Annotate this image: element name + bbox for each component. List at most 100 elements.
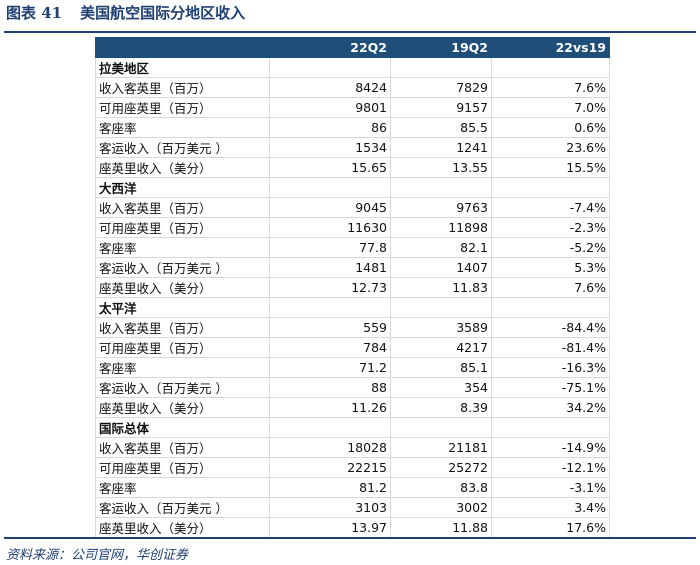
header-cell: 22vs19	[491, 37, 610, 58]
figure-title: 图表 41 美国航空国际分地区收入	[6, 2, 245, 23]
table-row: 客座率 86 85.5 0.6%	[95, 117, 610, 138]
metric-label: 可用座英里（百万）	[95, 337, 270, 358]
metric-label: 客座率	[95, 357, 270, 378]
value-cell: 9045	[269, 197, 391, 218]
section-row: 国际总体	[95, 417, 610, 438]
value-cell: 11.26	[269, 397, 391, 418]
metric-label: 客座率	[95, 117, 270, 138]
header-cell: 22Q2	[269, 37, 391, 58]
value-cell: 9801	[269, 97, 391, 118]
table-row: 座英里收入（美分） 12.73 11.83 7.6%	[95, 277, 610, 298]
value-cell: 8424	[269, 77, 391, 98]
value-cell: -75.1%	[491, 377, 610, 398]
metric-label: 客运收入（百万美元 ）	[95, 137, 270, 158]
empty-cell	[491, 417, 610, 438]
empty-cell	[491, 57, 610, 78]
value-cell: 85.1	[390, 357, 492, 378]
empty-cell	[269, 177, 391, 198]
value-cell: 7.6%	[491, 77, 610, 98]
value-cell: 34.2%	[491, 397, 610, 418]
value-cell: 11.83	[390, 277, 492, 298]
title-divider	[4, 31, 696, 33]
value-cell: 15.5%	[491, 157, 610, 178]
value-cell: 85.5	[390, 117, 492, 138]
empty-cell	[491, 297, 610, 318]
table-row: 客座率 81.2 83.8 -3.1%	[95, 477, 610, 498]
table-row: 座英里收入（美分） 13.97 11.88 17.6%	[95, 517, 610, 538]
value-cell: 15.65	[269, 157, 391, 178]
value-cell: 22215	[269, 457, 391, 478]
value-cell: 3.4%	[491, 497, 610, 518]
metric-label: 可用座英里（百万）	[95, 97, 270, 118]
value-cell: 8.39	[390, 397, 492, 418]
section-name: 拉美地区	[95, 57, 270, 78]
section-name: 太平洋	[95, 297, 270, 318]
value-cell: 7.0%	[491, 97, 610, 118]
metric-label: 座英里收入（美分）	[95, 277, 270, 298]
value-cell: 88	[269, 377, 391, 398]
value-cell: 9763	[390, 197, 492, 218]
value-cell: 559	[269, 317, 391, 338]
value-cell: 3002	[390, 497, 492, 518]
metric-label: 收入客英里（百万）	[95, 317, 270, 338]
value-cell: 25272	[390, 457, 492, 478]
value-cell: 21181	[390, 437, 492, 458]
value-cell: 11898	[390, 217, 492, 238]
metric-label: 可用座英里（百万）	[95, 217, 270, 238]
value-cell: 0.6%	[491, 117, 610, 138]
value-cell: 86	[269, 117, 391, 138]
value-cell: 7.6%	[491, 277, 610, 298]
value-cell: 18028	[269, 437, 391, 458]
value-cell: 83.8	[390, 477, 492, 498]
source-divider	[4, 537, 696, 539]
section-name: 大西洋	[95, 177, 270, 198]
table-row: 客运收入（百万美元 ） 3103 3002 3.4%	[95, 497, 610, 518]
value-cell: 784	[269, 337, 391, 358]
table-row: 客运收入（百万美元 ） 1534 1241 23.6%	[95, 137, 610, 158]
value-cell: 1241	[390, 137, 492, 158]
metric-label: 座英里收入（美分）	[95, 157, 270, 178]
source-note: 资料来源：公司官网，华创证券	[6, 548, 189, 563]
metric-label: 客运收入（百万美元 ）	[95, 497, 270, 518]
table-row: 可用座英里（百万） 9801 9157 7.0%	[95, 97, 610, 118]
value-cell: 12.73	[269, 277, 391, 298]
value-cell: -5.2%	[491, 237, 610, 258]
empty-cell	[390, 297, 492, 318]
value-cell: 13.97	[269, 517, 391, 538]
metric-label: 客座率	[95, 477, 270, 498]
empty-cell	[491, 177, 610, 198]
metric-label: 客运收入（百万美元 ）	[95, 377, 270, 398]
figure-number: 图表 41	[6, 4, 63, 22]
header-cell	[95, 37, 270, 58]
value-cell: 17.6%	[491, 517, 610, 538]
value-cell: 82.1	[390, 237, 492, 258]
value-cell: -2.3%	[491, 217, 610, 238]
value-cell: -81.4%	[491, 337, 610, 358]
table-row: 客运收入（百万美元 ） 88 354 -75.1%	[95, 377, 610, 398]
table-row: 客座率 77.8 82.1 -5.2%	[95, 237, 610, 258]
empty-cell	[390, 177, 492, 198]
value-cell: 9157	[390, 97, 492, 118]
empty-cell	[269, 297, 391, 318]
table-row: 可用座英里（百万） 784 4217 -81.4%	[95, 337, 610, 358]
value-cell: 5.3%	[491, 257, 610, 278]
value-cell: 3103	[269, 497, 391, 518]
metric-label: 客运收入（百万美元 ）	[95, 257, 270, 278]
table-row: 座英里收入（美分） 11.26 8.39 34.2%	[95, 397, 610, 418]
value-cell: 77.8	[269, 237, 391, 258]
value-cell: 354	[390, 377, 492, 398]
metric-label: 客座率	[95, 237, 270, 258]
table-row: 客座率 71.2 85.1 -16.3%	[95, 357, 610, 378]
value-cell: -14.9%	[491, 437, 610, 458]
value-cell: 3589	[390, 317, 492, 338]
metric-label: 座英里收入（美分）	[95, 517, 270, 538]
empty-cell	[390, 57, 492, 78]
value-cell: -3.1%	[491, 477, 610, 498]
table-row: 座英里收入（美分） 15.65 13.55 15.5%	[95, 157, 610, 178]
value-cell: 13.55	[390, 157, 492, 178]
table-row: 收入客英里（百万） 8424 7829 7.6%	[95, 77, 610, 98]
value-cell: -16.3%	[491, 357, 610, 378]
table-row: 可用座英里（百万） 11630 11898 -2.3%	[95, 217, 610, 238]
header-cell: 19Q2	[390, 37, 492, 58]
value-cell: -12.1%	[491, 457, 610, 478]
